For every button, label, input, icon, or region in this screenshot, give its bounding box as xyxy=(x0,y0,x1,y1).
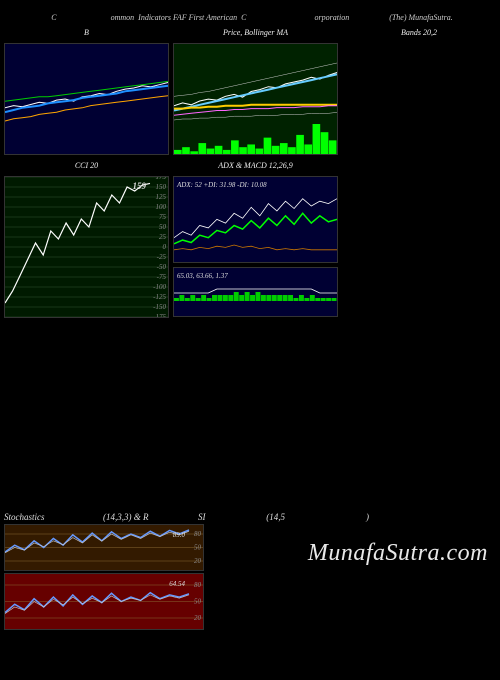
chart-adx-macd-col: ADX: 52 +DI: 31.98 -DI: 10.08 65.03, 63.… xyxy=(173,176,338,318)
chart-adx: ADX: 52 +DI: 31.98 -DI: 10.08 xyxy=(173,176,338,263)
chart-topmid xyxy=(173,43,338,155)
chart-stoch-upper: 80 50 20 89.0 xyxy=(4,524,204,571)
stochastics-section: Stochastics (14,3,3) & R SI (14,5 ) 80 50… xyxy=(4,510,496,630)
title-topmid: Price, Bollinger MA xyxy=(173,26,338,39)
svg-text:-50: -50 xyxy=(157,263,167,271)
svg-text:25: 25 xyxy=(159,233,167,241)
svg-text:20: 20 xyxy=(194,614,202,622)
title-topright: Bands 20,2 xyxy=(342,26,496,39)
svg-text:64.54: 64.54 xyxy=(169,580,185,588)
svg-text:159: 159 xyxy=(133,181,147,191)
title-cci: CCI 20 xyxy=(4,159,169,172)
hdr-mid1: ommon Indicators FAF First American C xyxy=(111,13,247,22)
svg-text:65.03, 63.66, 1.37: 65.03, 63.66, 1.37 xyxy=(177,272,228,280)
svg-text:50: 50 xyxy=(194,544,202,552)
chart-grid: B Price, Bollinger MA Bands 20,2 CCI 20 … xyxy=(0,26,500,318)
svg-text:ADX: 52 +DI: 31.98 -DI: 10.08: ADX: 52 +DI: 31.98 -DI: 10.08 xyxy=(176,181,267,189)
svg-text:-125: -125 xyxy=(153,293,166,301)
hdr-right: (The) MunafaSutra. xyxy=(389,13,453,22)
hdr-mid2: orporation xyxy=(315,13,350,22)
svg-text:50: 50 xyxy=(194,598,202,606)
svg-text:175: 175 xyxy=(156,177,167,181)
chart-cci: 175 150 125 100 75 50 25 0 -25 -50 -75 -100 -125 -150… xyxy=(4,176,169,318)
svg-text:75: 75 xyxy=(159,213,167,221)
chart-macd: 65.03, 63.66, 1.37 xyxy=(173,267,338,317)
svg-text:80: 80 xyxy=(194,530,202,538)
svg-text:20: 20 xyxy=(194,557,202,565)
svg-text:100: 100 xyxy=(156,203,167,211)
watermark: MunafaSutra.com xyxy=(308,540,488,567)
svg-text:125: 125 xyxy=(156,193,167,201)
page-header: C ommon Indicators FAF First American C … xyxy=(0,0,500,26)
svg-text:50: 50 xyxy=(159,223,167,231)
svg-text:-150: -150 xyxy=(153,303,166,311)
svg-text:150: 150 xyxy=(156,183,167,191)
svg-text:-175: -175 xyxy=(153,313,166,317)
chart-stoch-lower: 80 50 20 64.54 xyxy=(4,573,204,630)
title-stoch: Stochastics (14,3,3) & R SI (14,5 ) xyxy=(4,510,496,524)
title-adx: ADX & MACD 12,26,9 xyxy=(173,159,338,172)
svg-text:0: 0 xyxy=(163,243,167,251)
title-topleft: B xyxy=(4,26,169,39)
svg-text:89.0: 89.0 xyxy=(173,531,186,539)
svg-text:-25: -25 xyxy=(157,253,167,261)
svg-text:80: 80 xyxy=(194,581,202,589)
svg-text:-100: -100 xyxy=(153,283,166,291)
hdr-left: C xyxy=(51,13,56,22)
chart-topright-empty xyxy=(342,43,496,155)
svg-text:-75: -75 xyxy=(157,273,167,281)
chart-topleft xyxy=(4,43,169,155)
